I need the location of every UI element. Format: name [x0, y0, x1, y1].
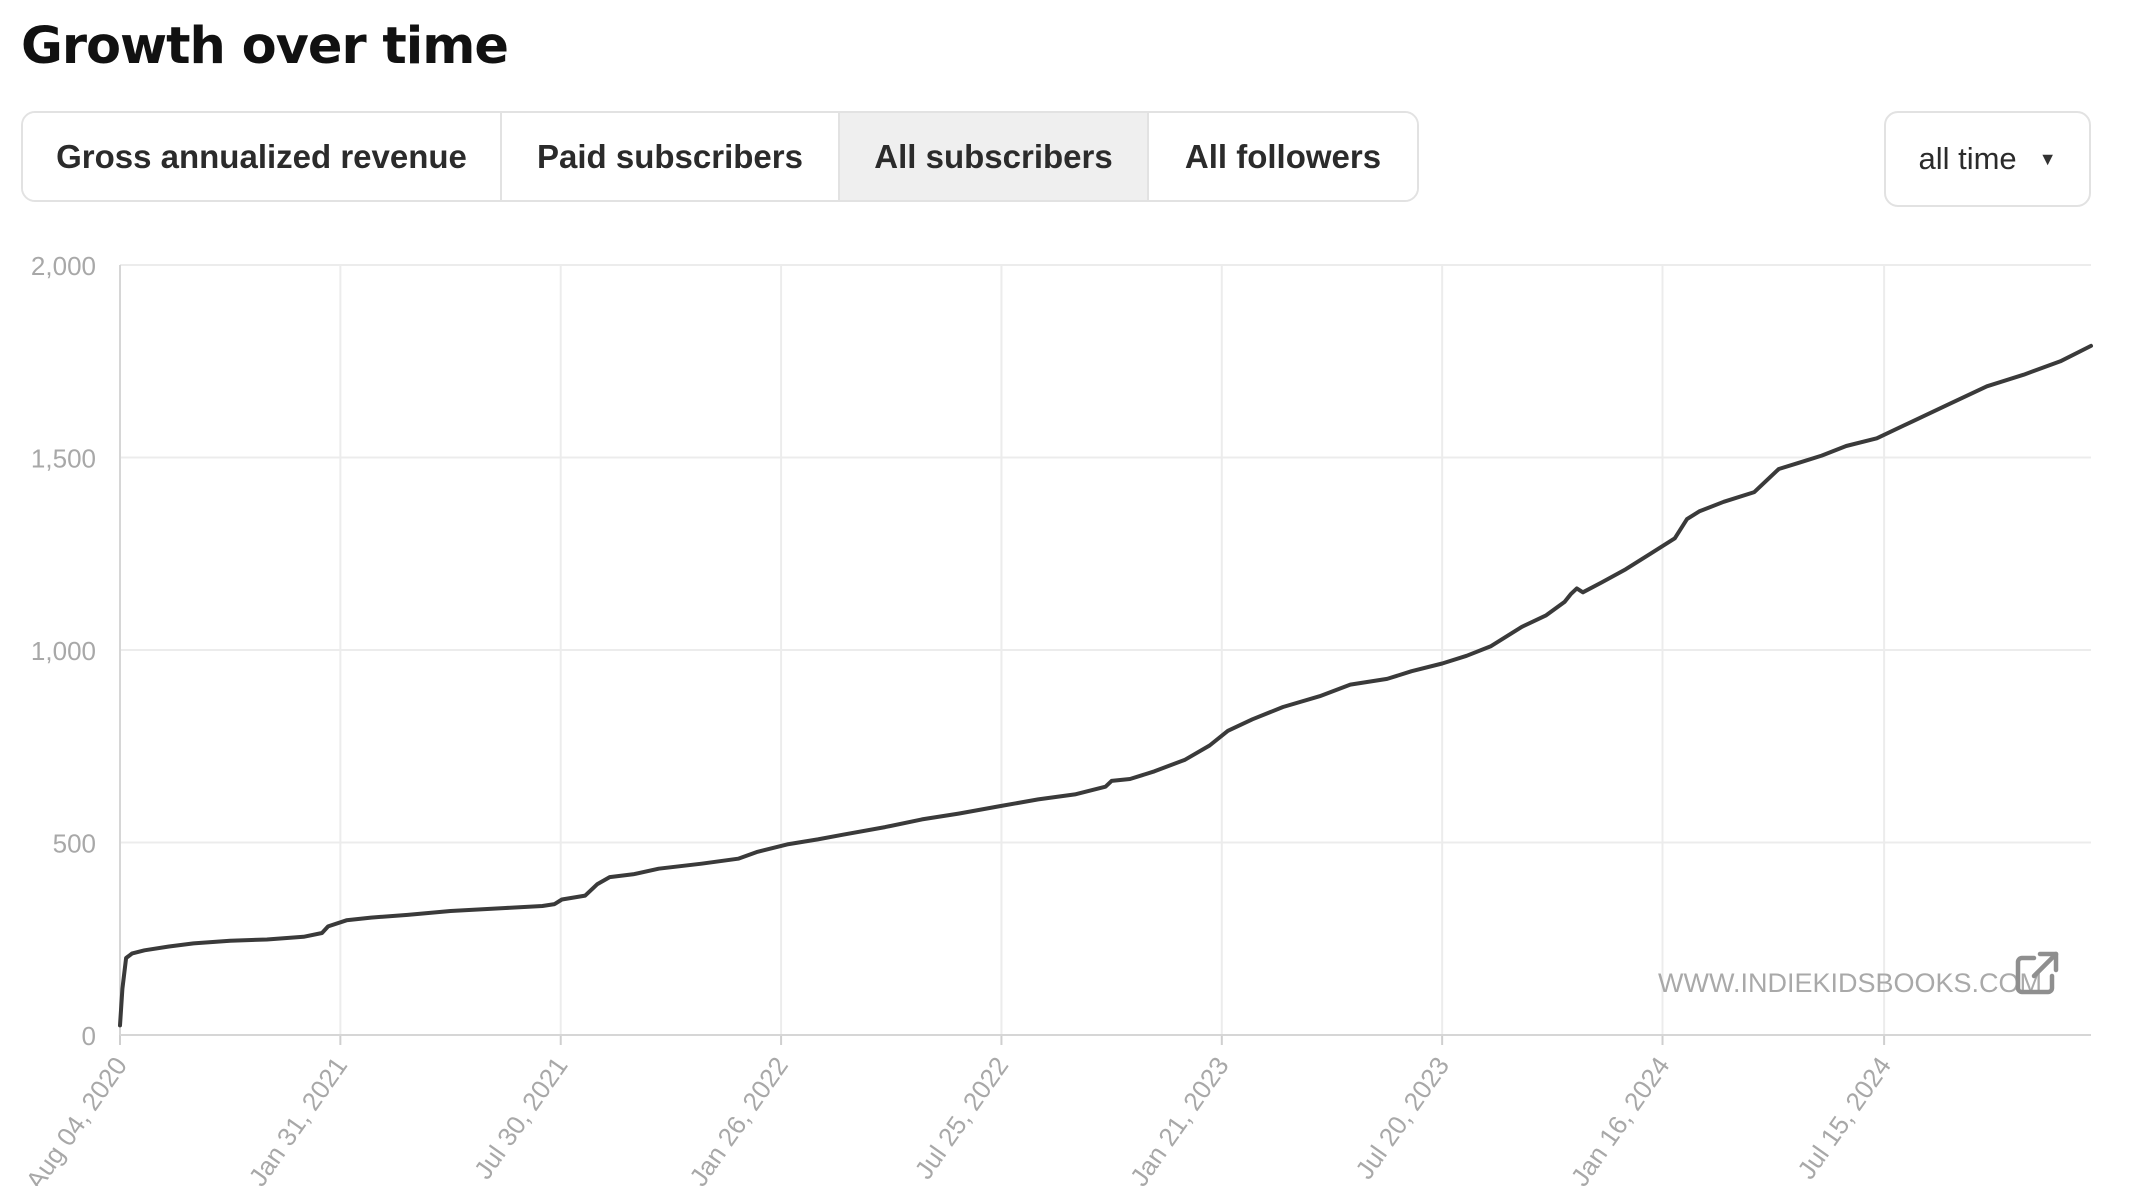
x-tick-label: Jan 26, 2022: [683, 1051, 794, 1186]
y-tick-label: 500: [53, 829, 96, 859]
watermark-link[interactable]: WWW.INDIEKIDSBOOKS.COM: [1658, 968, 2043, 998]
tab-gross-annualized-revenue[interactable]: Gross annualized revenue: [23, 113, 502, 200]
x-tick-label: Jul 25, 2022: [909, 1051, 1015, 1184]
chart-lines: [118, 343, 2093, 1028]
x-tick-label: Jul 20, 2023: [1349, 1051, 1455, 1184]
x-tick-label: Jan 21, 2023: [1124, 1051, 1235, 1186]
y-tick-label: 0: [82, 1021, 96, 1051]
caret-down-icon: ▼: [2038, 148, 2057, 169]
tab-paid-subscribers[interactable]: Paid subscribers: [502, 113, 840, 200]
chart-axes: 0 500 1,000 1,500 2,000 Aug 04, 2020 Jan 31, 2…: [20, 251, 2091, 1186]
tab-all-subscribers[interactable]: All subscribers: [840, 113, 1149, 200]
y-tick-label: 2,000: [31, 251, 96, 281]
time-range-select[interactable]: all time ▼: [1884, 111, 2091, 207]
y-tick-label: 1,000: [31, 636, 96, 666]
x-tick-label: Aug 04, 2020: [20, 1051, 133, 1186]
tab-all-followers[interactable]: All followers: [1149, 113, 1417, 200]
time-range-value: all time: [1918, 141, 2017, 176]
x-tick-label: Jan 16, 2024: [1565, 1051, 1676, 1186]
y-tick-label: 1,500: [31, 444, 96, 474]
x-tick-label: Jul 30, 2021: [468, 1051, 574, 1184]
x-tick-label: Jan 31, 2021: [242, 1051, 353, 1186]
metric-tabs: Gross annualized revenue Paid subscriber…: [21, 111, 1419, 202]
page-title: Growth over time: [21, 17, 509, 76]
external-link-icon[interactable]: [2014, 950, 2060, 996]
series-line: [118, 343, 2093, 1028]
x-tick-label: Jul 15, 2024: [1791, 1051, 1897, 1184]
chart-grid: [120, 264, 2091, 1035]
